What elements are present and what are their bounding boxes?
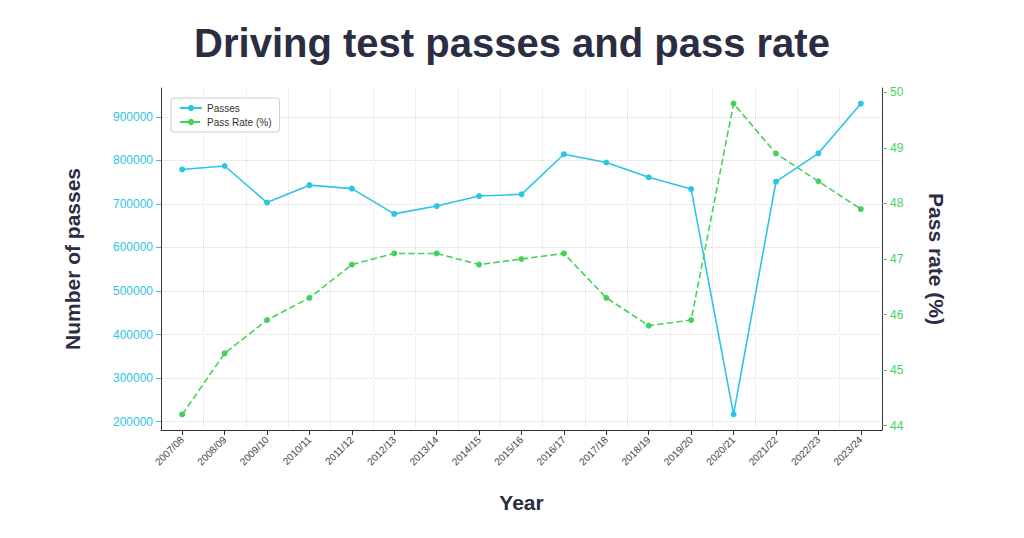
svg-text:2022/23: 2022/23 — [789, 434, 823, 468]
svg-text:47: 47 — [890, 252, 904, 266]
svg-text:Driving test passes and pass r: Driving test passes and pass rate — [194, 21, 830, 65]
svg-text:2019/20: 2019/20 — [662, 434, 696, 468]
svg-text:900000: 900000 — [113, 110, 153, 124]
svg-text:Number of passes: Number of passes — [61, 168, 84, 350]
svg-text:50: 50 — [890, 85, 904, 99]
svg-text:45: 45 — [890, 363, 904, 377]
svg-text:Passes: Passes — [207, 103, 240, 114]
svg-text:200000: 200000 — [113, 415, 153, 429]
svg-text:2010/11: 2010/11 — [281, 434, 314, 467]
svg-text:2020/21: 2020/21 — [704, 434, 738, 468]
svg-text:Pass rate (%): Pass rate (%) — [925, 193, 948, 325]
svg-text:700000: 700000 — [113, 197, 153, 211]
svg-text:48: 48 — [890, 196, 904, 210]
svg-text:400000: 400000 — [113, 328, 153, 342]
svg-text:800000: 800000 — [113, 153, 153, 167]
svg-text:2012/13: 2012/13 — [365, 434, 399, 468]
svg-text:300000: 300000 — [113, 371, 153, 385]
svg-text:2014/15: 2014/15 — [450, 434, 484, 468]
svg-text:2015/16: 2015/16 — [492, 434, 526, 468]
svg-text:49: 49 — [890, 141, 904, 155]
svg-text:2007/08: 2007/08 — [153, 434, 187, 468]
svg-text:44: 44 — [890, 419, 904, 433]
svg-text:Year: Year — [499, 491, 543, 514]
svg-text:2009/10: 2009/10 — [238, 434, 272, 468]
svg-text:2023/24: 2023/24 — [831, 434, 865, 468]
svg-text:2018/19: 2018/19 — [619, 434, 653, 468]
svg-text:2021/22: 2021/22 — [747, 434, 781, 468]
svg-text:2017/18: 2017/18 — [577, 434, 611, 468]
svg-text:600000: 600000 — [113, 240, 153, 254]
svg-text:2016/17: 2016/17 — [535, 434, 569, 468]
svg-text:500000: 500000 — [113, 284, 153, 298]
svg-text:2013/14: 2013/14 — [407, 434, 441, 468]
svg-text:2011/12: 2011/12 — [323, 434, 356, 467]
svg-text:Pass Rate (%): Pass Rate (%) — [207, 117, 271, 128]
svg-text:2008/09: 2008/09 — [195, 434, 229, 468]
svg-text:46: 46 — [890, 308, 904, 322]
